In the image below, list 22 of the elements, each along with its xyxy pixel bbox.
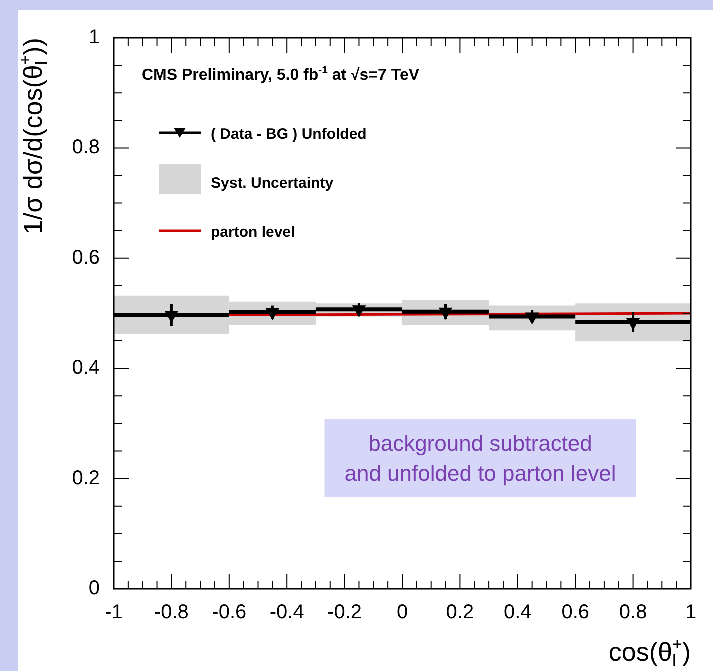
x-tick-label: -0.8 [154,602,189,624]
y-tick-label: 0.4 [72,357,100,380]
x-tick-label: 0 [396,602,408,624]
legend-label: parton level [211,224,296,241]
x-tick-label: -0.4 [270,602,304,624]
y-axis-title: 1/σ dσ/d(cos(θl+)) [16,38,52,235]
legend-label: Syst. Uncertainty [211,175,334,192]
y-tick-label: 0.2 [72,467,100,490]
x-tick-label: 0.8 [619,602,648,624]
x-tick-label: 1 [685,602,697,624]
x-tick-label: -1 [105,602,123,624]
x-tick-label: -0.6 [212,602,247,624]
annotation: background subtracted and unfolded to parton level [344,431,616,486]
y-tick-label: 0.6 [72,246,100,269]
y-tick-label: 0 [88,578,100,600]
x-tick-label: 0.6 [562,602,590,624]
x-tick-label: -0.2 [328,602,362,624]
legend-label: ( Data - BG ) Unfolded [211,126,367,143]
x-tick-label: 0.2 [446,602,474,624]
x-tick-label: 0.4 [504,602,532,624]
y-tick-label: 1 [88,26,100,49]
y-tick-label: 0.8 [72,136,100,159]
